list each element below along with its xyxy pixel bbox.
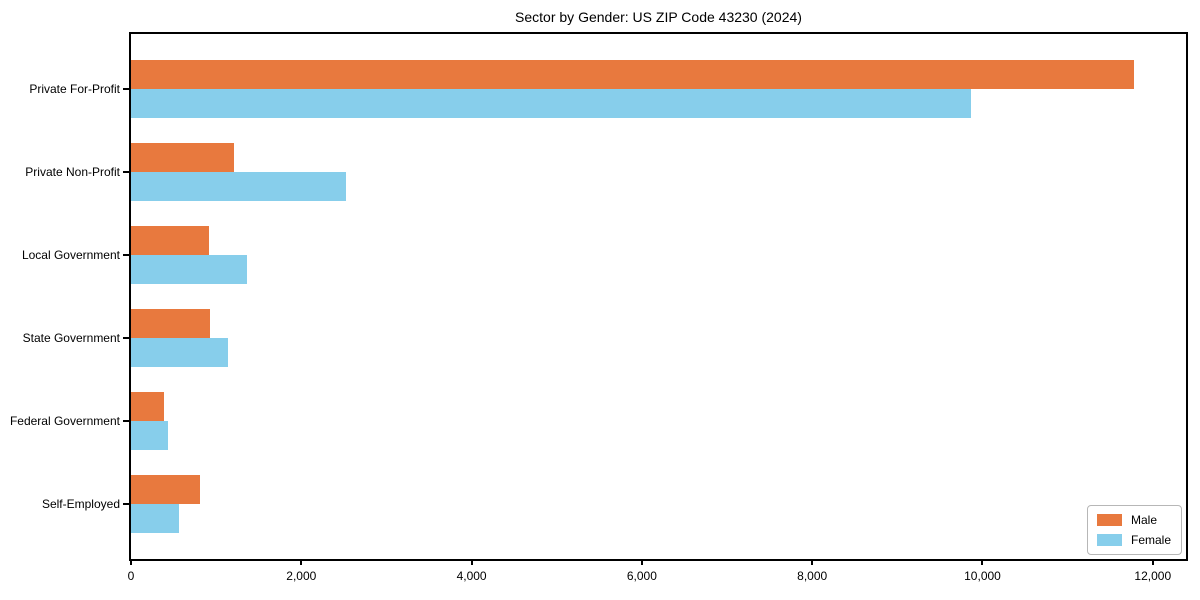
bar-male-4 (131, 392, 165, 422)
legend-swatch-male (1096, 514, 1122, 526)
x-tick-label: 2,000 (286, 569, 317, 583)
legend-label: Male (1130, 513, 1157, 527)
bar-female-1 (131, 171, 346, 201)
bar-female-3 (131, 338, 229, 368)
legend-item-male: Male (1096, 513, 1171, 527)
category-label: Local Government (21, 247, 120, 262)
x-tick (811, 559, 814, 565)
x-tick (981, 559, 984, 565)
legend-swatch-female (1096, 534, 1122, 546)
legend-item-female: Female (1096, 533, 1171, 547)
x-tick (470, 559, 473, 565)
bar-female-2 (131, 254, 247, 284)
plot-area: Male Female (123, 32, 1188, 565)
x-tick (640, 559, 643, 565)
bar-male-5 (131, 475, 200, 505)
legend-label: Female (1130, 533, 1171, 547)
chart-title: Sector by Gender: US ZIP Code 43230 (202… (515, 9, 802, 25)
x-tick-label: 12,000 (1134, 569, 1172, 583)
y-tick (123, 503, 129, 506)
bar-male-2 (131, 225, 209, 255)
bar-male-0 (131, 59, 1135, 89)
category-label: State Government (22, 331, 120, 346)
bar-female-0 (131, 88, 971, 118)
x-tick (300, 559, 303, 565)
y-tick (123, 87, 129, 90)
x-tick (1151, 559, 1154, 565)
x-tick-label: 10,000 (964, 569, 1001, 583)
category-label: Private For-Profit (29, 81, 120, 96)
bar-male-3 (131, 309, 211, 339)
category-label: Private Non-Profit (25, 164, 120, 179)
y-tick (123, 420, 129, 423)
y-tick (123, 170, 129, 173)
category-label: Federal Government (9, 414, 120, 429)
x-tick-label: 8,000 (797, 569, 828, 583)
x-tick-label: 0 (127, 569, 135, 583)
y-tick (123, 253, 129, 256)
y-tick (123, 337, 129, 340)
bar-female-4 (131, 421, 169, 451)
x-tick (130, 559, 132, 565)
x-tick-label: 4,000 (456, 569, 487, 583)
category-label: Self-Employed (41, 497, 120, 512)
bar-male-1 (131, 142, 235, 172)
bar-female-5 (131, 504, 180, 534)
x-tick-label: 6,000 (626, 569, 657, 583)
legend: Male Female (1086, 505, 1182, 555)
